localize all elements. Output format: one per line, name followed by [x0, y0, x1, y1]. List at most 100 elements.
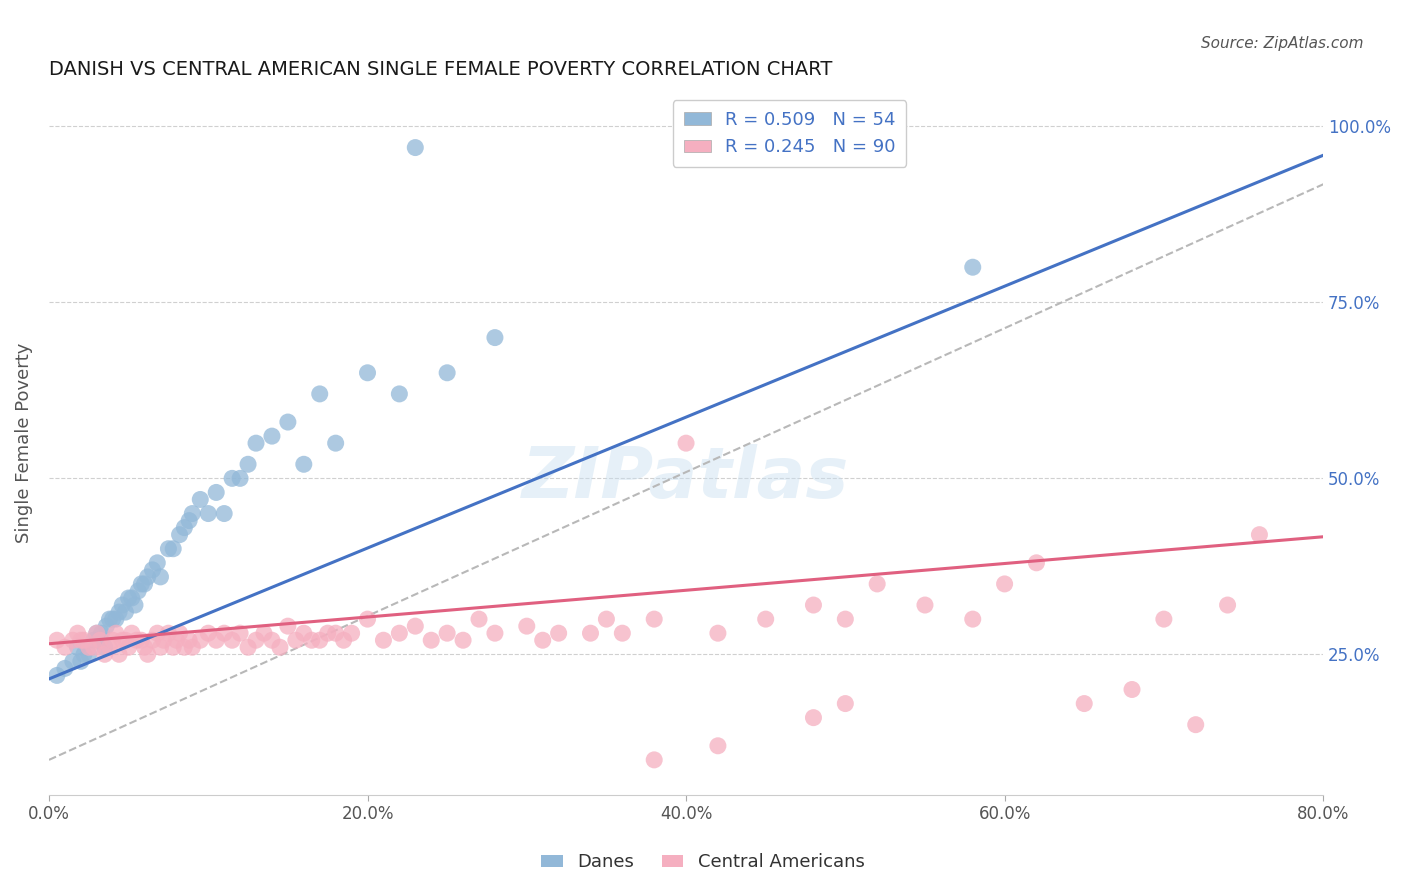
Point	[212, 507, 235, 521]
Point	[141, 563, 163, 577]
Point	[77, 648, 100, 662]
Point	[404, 140, 426, 154]
Point	[149, 640, 172, 655]
Point	[356, 612, 378, 626]
Point	[436, 626, 458, 640]
Point	[834, 697, 856, 711]
Point	[1216, 598, 1239, 612]
Point	[707, 626, 730, 640]
Point	[83, 633, 105, 648]
Point	[1073, 697, 1095, 711]
Point	[236, 457, 259, 471]
Point	[117, 640, 139, 655]
Point	[169, 527, 191, 541]
Text: DANISH VS CENTRAL AMERICAN SINGLE FEMALE POVERTY CORRELATION CHART: DANISH VS CENTRAL AMERICAN SINGLE FEMALE…	[49, 60, 832, 78]
Point	[149, 570, 172, 584]
Point	[269, 640, 291, 655]
Text: Source: ZipAtlas.com: Source: ZipAtlas.com	[1201, 36, 1364, 51]
Point	[205, 485, 228, 500]
Point	[146, 556, 169, 570]
Point	[420, 633, 443, 648]
Point	[308, 387, 330, 401]
Point	[104, 612, 127, 626]
Point	[340, 626, 363, 640]
Y-axis label: Single Female Poverty: Single Female Poverty	[15, 343, 32, 543]
Point	[136, 570, 159, 584]
Point	[53, 640, 76, 655]
Point	[121, 626, 143, 640]
Point	[1121, 682, 1143, 697]
Point	[114, 633, 136, 648]
Point	[101, 633, 124, 648]
Point	[962, 260, 984, 275]
Point	[96, 619, 118, 633]
Point	[69, 654, 91, 668]
Point	[157, 626, 180, 640]
Point	[516, 619, 538, 633]
Point	[136, 648, 159, 662]
Point	[803, 598, 825, 612]
Point	[108, 605, 131, 619]
Point	[125, 633, 148, 648]
Point	[162, 640, 184, 655]
Point	[45, 668, 67, 682]
Point	[66, 640, 89, 655]
Point	[141, 633, 163, 648]
Point	[134, 640, 156, 655]
Legend: R = 0.509   N = 54, R = 0.245   N = 90: R = 0.509 N = 54, R = 0.245 N = 90	[672, 100, 907, 167]
Point	[332, 633, 354, 648]
Point	[69, 633, 91, 648]
Point	[179, 633, 201, 648]
Point	[73, 648, 96, 662]
Point	[484, 626, 506, 640]
Point	[834, 612, 856, 626]
Point	[121, 591, 143, 605]
Point	[173, 521, 195, 535]
Point	[531, 633, 554, 648]
Point	[124, 598, 146, 612]
Point	[292, 457, 315, 471]
Point	[595, 612, 617, 626]
Point	[179, 514, 201, 528]
Point	[197, 507, 219, 521]
Point	[86, 626, 108, 640]
Point	[165, 633, 187, 648]
Point	[181, 640, 204, 655]
Point	[1153, 612, 1175, 626]
Point	[914, 598, 936, 612]
Point	[62, 633, 84, 648]
Point	[325, 436, 347, 450]
Point	[325, 626, 347, 640]
Point	[134, 577, 156, 591]
Point	[117, 591, 139, 605]
Point	[643, 753, 665, 767]
Point	[83, 640, 105, 655]
Point	[1184, 717, 1206, 731]
Point	[98, 640, 121, 655]
Point	[181, 507, 204, 521]
Point	[260, 633, 283, 648]
Point	[93, 640, 115, 655]
Point	[188, 492, 211, 507]
Point	[111, 598, 134, 612]
Text: ZIPatlas: ZIPatlas	[523, 444, 849, 513]
Point	[755, 612, 778, 626]
Point	[229, 626, 252, 640]
Point	[451, 633, 474, 648]
Point	[89, 633, 111, 648]
Point	[547, 626, 569, 640]
Point	[994, 577, 1017, 591]
Point	[146, 626, 169, 640]
Point	[111, 633, 134, 648]
Point	[221, 471, 243, 485]
Point	[962, 612, 984, 626]
Point	[127, 584, 149, 599]
Point	[229, 471, 252, 485]
Point	[221, 633, 243, 648]
Point	[675, 436, 697, 450]
Point	[284, 633, 307, 648]
Point	[468, 612, 491, 626]
Point	[404, 619, 426, 633]
Legend: Danes, Central Americans: Danes, Central Americans	[534, 847, 872, 879]
Point	[157, 541, 180, 556]
